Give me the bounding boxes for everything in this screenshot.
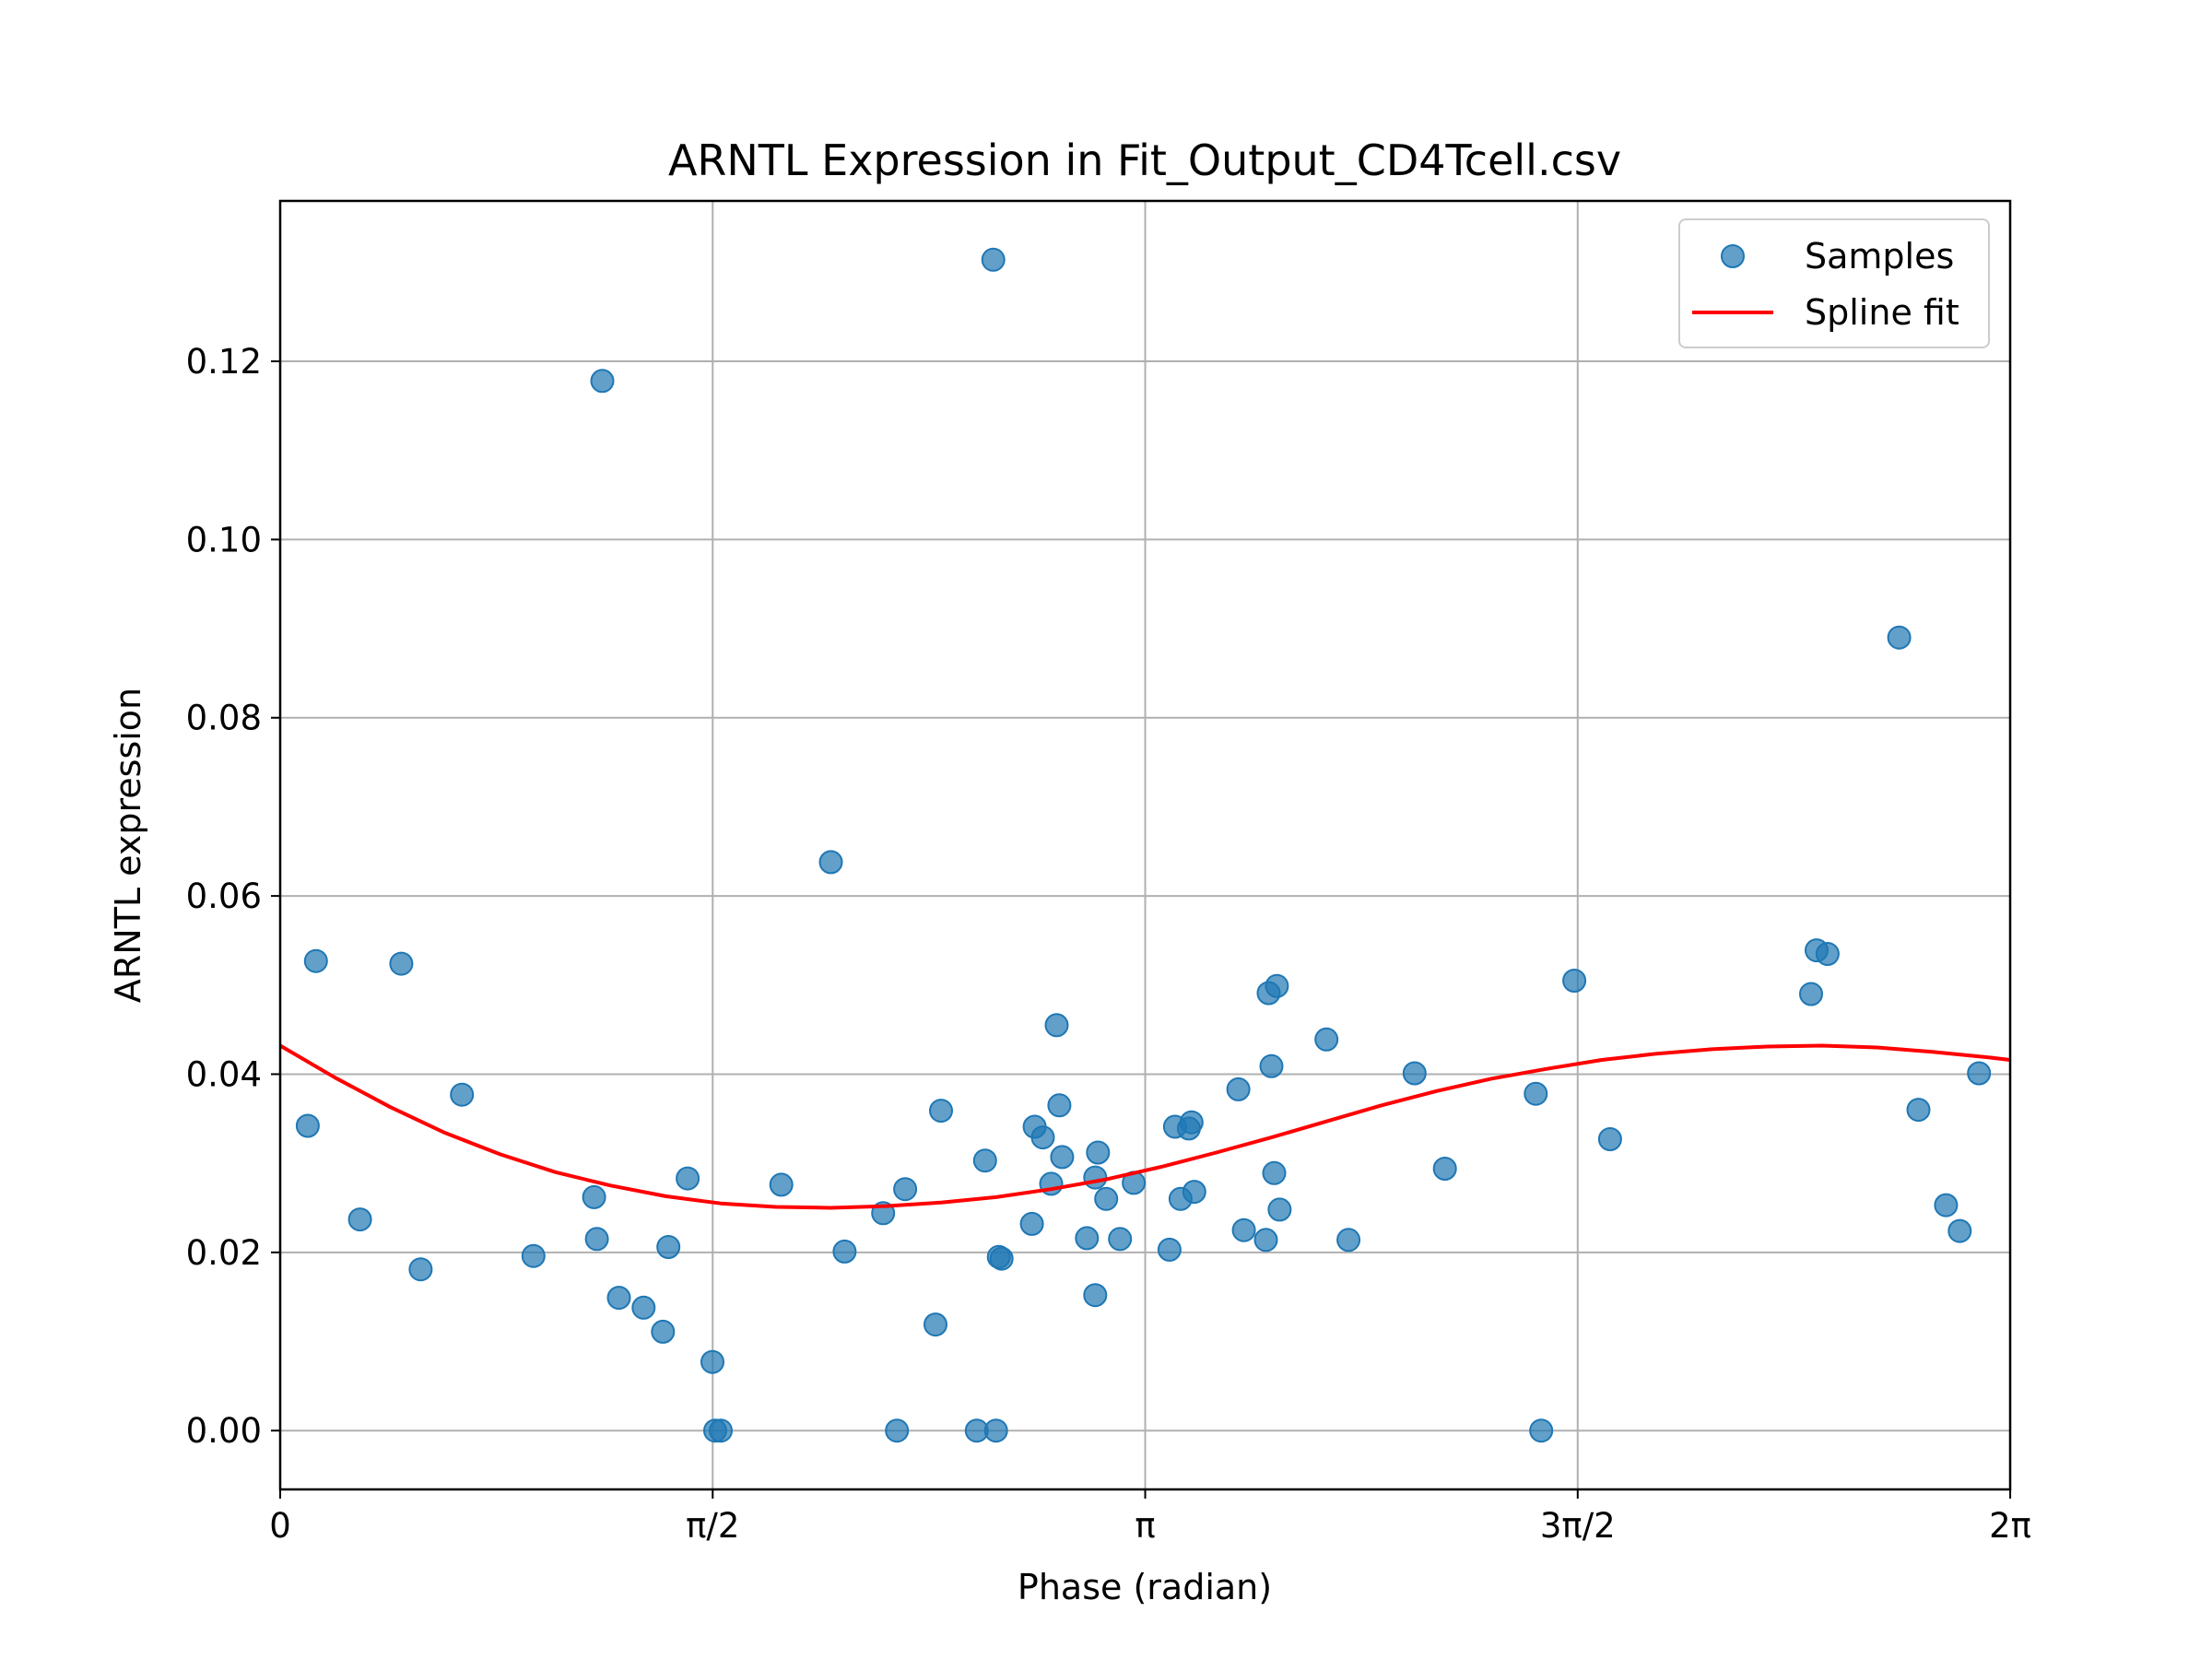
sample-point [769, 1172, 794, 1197]
sample-point [582, 1184, 606, 1209]
sample-point [1815, 942, 1840, 966]
x-tick-label: 0 [269, 1506, 291, 1546]
sample-point [885, 1418, 910, 1443]
sample-point [1044, 1013, 1069, 1038]
legend-marker-samples [1721, 244, 1745, 268]
sample-point [1887, 625, 1912, 650]
sample-point [450, 1082, 475, 1107]
sample-point [1179, 1110, 1204, 1135]
sample-point [983, 1418, 1008, 1443]
spline-fit-line [278, 1043, 2011, 1210]
x-axis-label: Phase (radian) [1018, 1567, 1272, 1607]
sample-point [893, 1177, 918, 1202]
y-tick-label: 0.08 [186, 699, 262, 738]
legend: Samples Spline fit [1678, 218, 1990, 348]
sample-point [521, 1243, 546, 1268]
sample-point [347, 1207, 372, 1232]
sample-point [1562, 969, 1587, 993]
sample-point [303, 948, 328, 973]
sample-point [1402, 1061, 1427, 1086]
sample-point [389, 951, 414, 976]
sample-point [1259, 1053, 1284, 1078]
sample-point [1226, 1077, 1251, 1101]
sample-point [676, 1166, 700, 1191]
sample-point [818, 850, 843, 875]
grid [279, 201, 2012, 1489]
sample-point [972, 1148, 997, 1173]
sample-point [408, 1257, 433, 1282]
legend-box [1678, 218, 1990, 348]
sample-point [1253, 1228, 1278, 1253]
sample-point [1094, 1186, 1119, 1211]
sample-point [1182, 1180, 1206, 1205]
sample-point [1086, 1140, 1111, 1165]
sample-point [989, 1246, 1014, 1271]
sample-point [631, 1295, 656, 1320]
y-tick-label: 0.02 [186, 1233, 262, 1273]
sample-point [295, 1113, 320, 1138]
y-axis-label: ARNTL expression [108, 688, 148, 1003]
sample-point [1267, 1197, 1292, 1222]
legend-label-samples: Samples [1805, 236, 1954, 276]
chart-title: ARNTL Expression in Fit_Output_CD4Tcell.… [668, 135, 1621, 185]
sample-point [1262, 1160, 1287, 1185]
sample-point [1075, 1226, 1100, 1251]
sample-point [1083, 1283, 1108, 1308]
sample-point [1030, 1125, 1055, 1150]
legend-label-spline: Spline fit [1805, 292, 1959, 333]
sample-point [590, 369, 615, 394]
sample-point [651, 1319, 676, 1344]
y-tick-label: 0.04 [186, 1054, 262, 1094]
sample-point [1967, 1061, 1992, 1086]
sample-point [1947, 1218, 1972, 1243]
sample-point [1231, 1218, 1256, 1242]
x-tick-label: 3π/2 [1540, 1506, 1616, 1546]
sample-point [1047, 1093, 1072, 1118]
sample-point [1529, 1418, 1554, 1443]
x-tick-label: π/2 [686, 1506, 739, 1546]
sample-point [709, 1418, 733, 1443]
sample-point [1432, 1157, 1457, 1181]
x-tick-label: 2π [1989, 1506, 2031, 1546]
sample-point [606, 1286, 631, 1311]
x-axis: 0 π/2 π 3π/2 2π [269, 1489, 2031, 1546]
y-axis: 0.00 0.02 0.04 0.06 0.08 0.10 0.12 [186, 342, 280, 1451]
sample-point [656, 1235, 681, 1259]
x-tick-label: π [1135, 1506, 1155, 1546]
sample-point [832, 1239, 857, 1264]
sample-point [1083, 1165, 1108, 1190]
y-tick-label: 0.00 [186, 1411, 262, 1451]
sample-point [1157, 1237, 1182, 1262]
y-tick-label: 0.06 [186, 877, 262, 916]
sample-point [981, 247, 1006, 272]
sample-point [929, 1099, 953, 1124]
sample-point [1597, 1127, 1622, 1151]
sample-point [1108, 1227, 1133, 1252]
sample-point [1336, 1228, 1361, 1253]
sample-point [924, 1312, 947, 1337]
sample-point [1799, 982, 1823, 1006]
sample-point [700, 1349, 724, 1374]
plot-area [278, 247, 2011, 1443]
sample-point [584, 1227, 609, 1252]
y-tick-label: 0.12 [186, 342, 262, 382]
sample-point [1934, 1193, 1959, 1218]
sample-point [1050, 1145, 1075, 1170]
sample-point [1314, 1027, 1339, 1052]
sample-point [1265, 973, 1289, 998]
y-tick-label: 0.10 [186, 520, 262, 559]
sample-point [1019, 1211, 1044, 1236]
sample-point [1524, 1081, 1548, 1106]
sample-point [1906, 1098, 1931, 1123]
